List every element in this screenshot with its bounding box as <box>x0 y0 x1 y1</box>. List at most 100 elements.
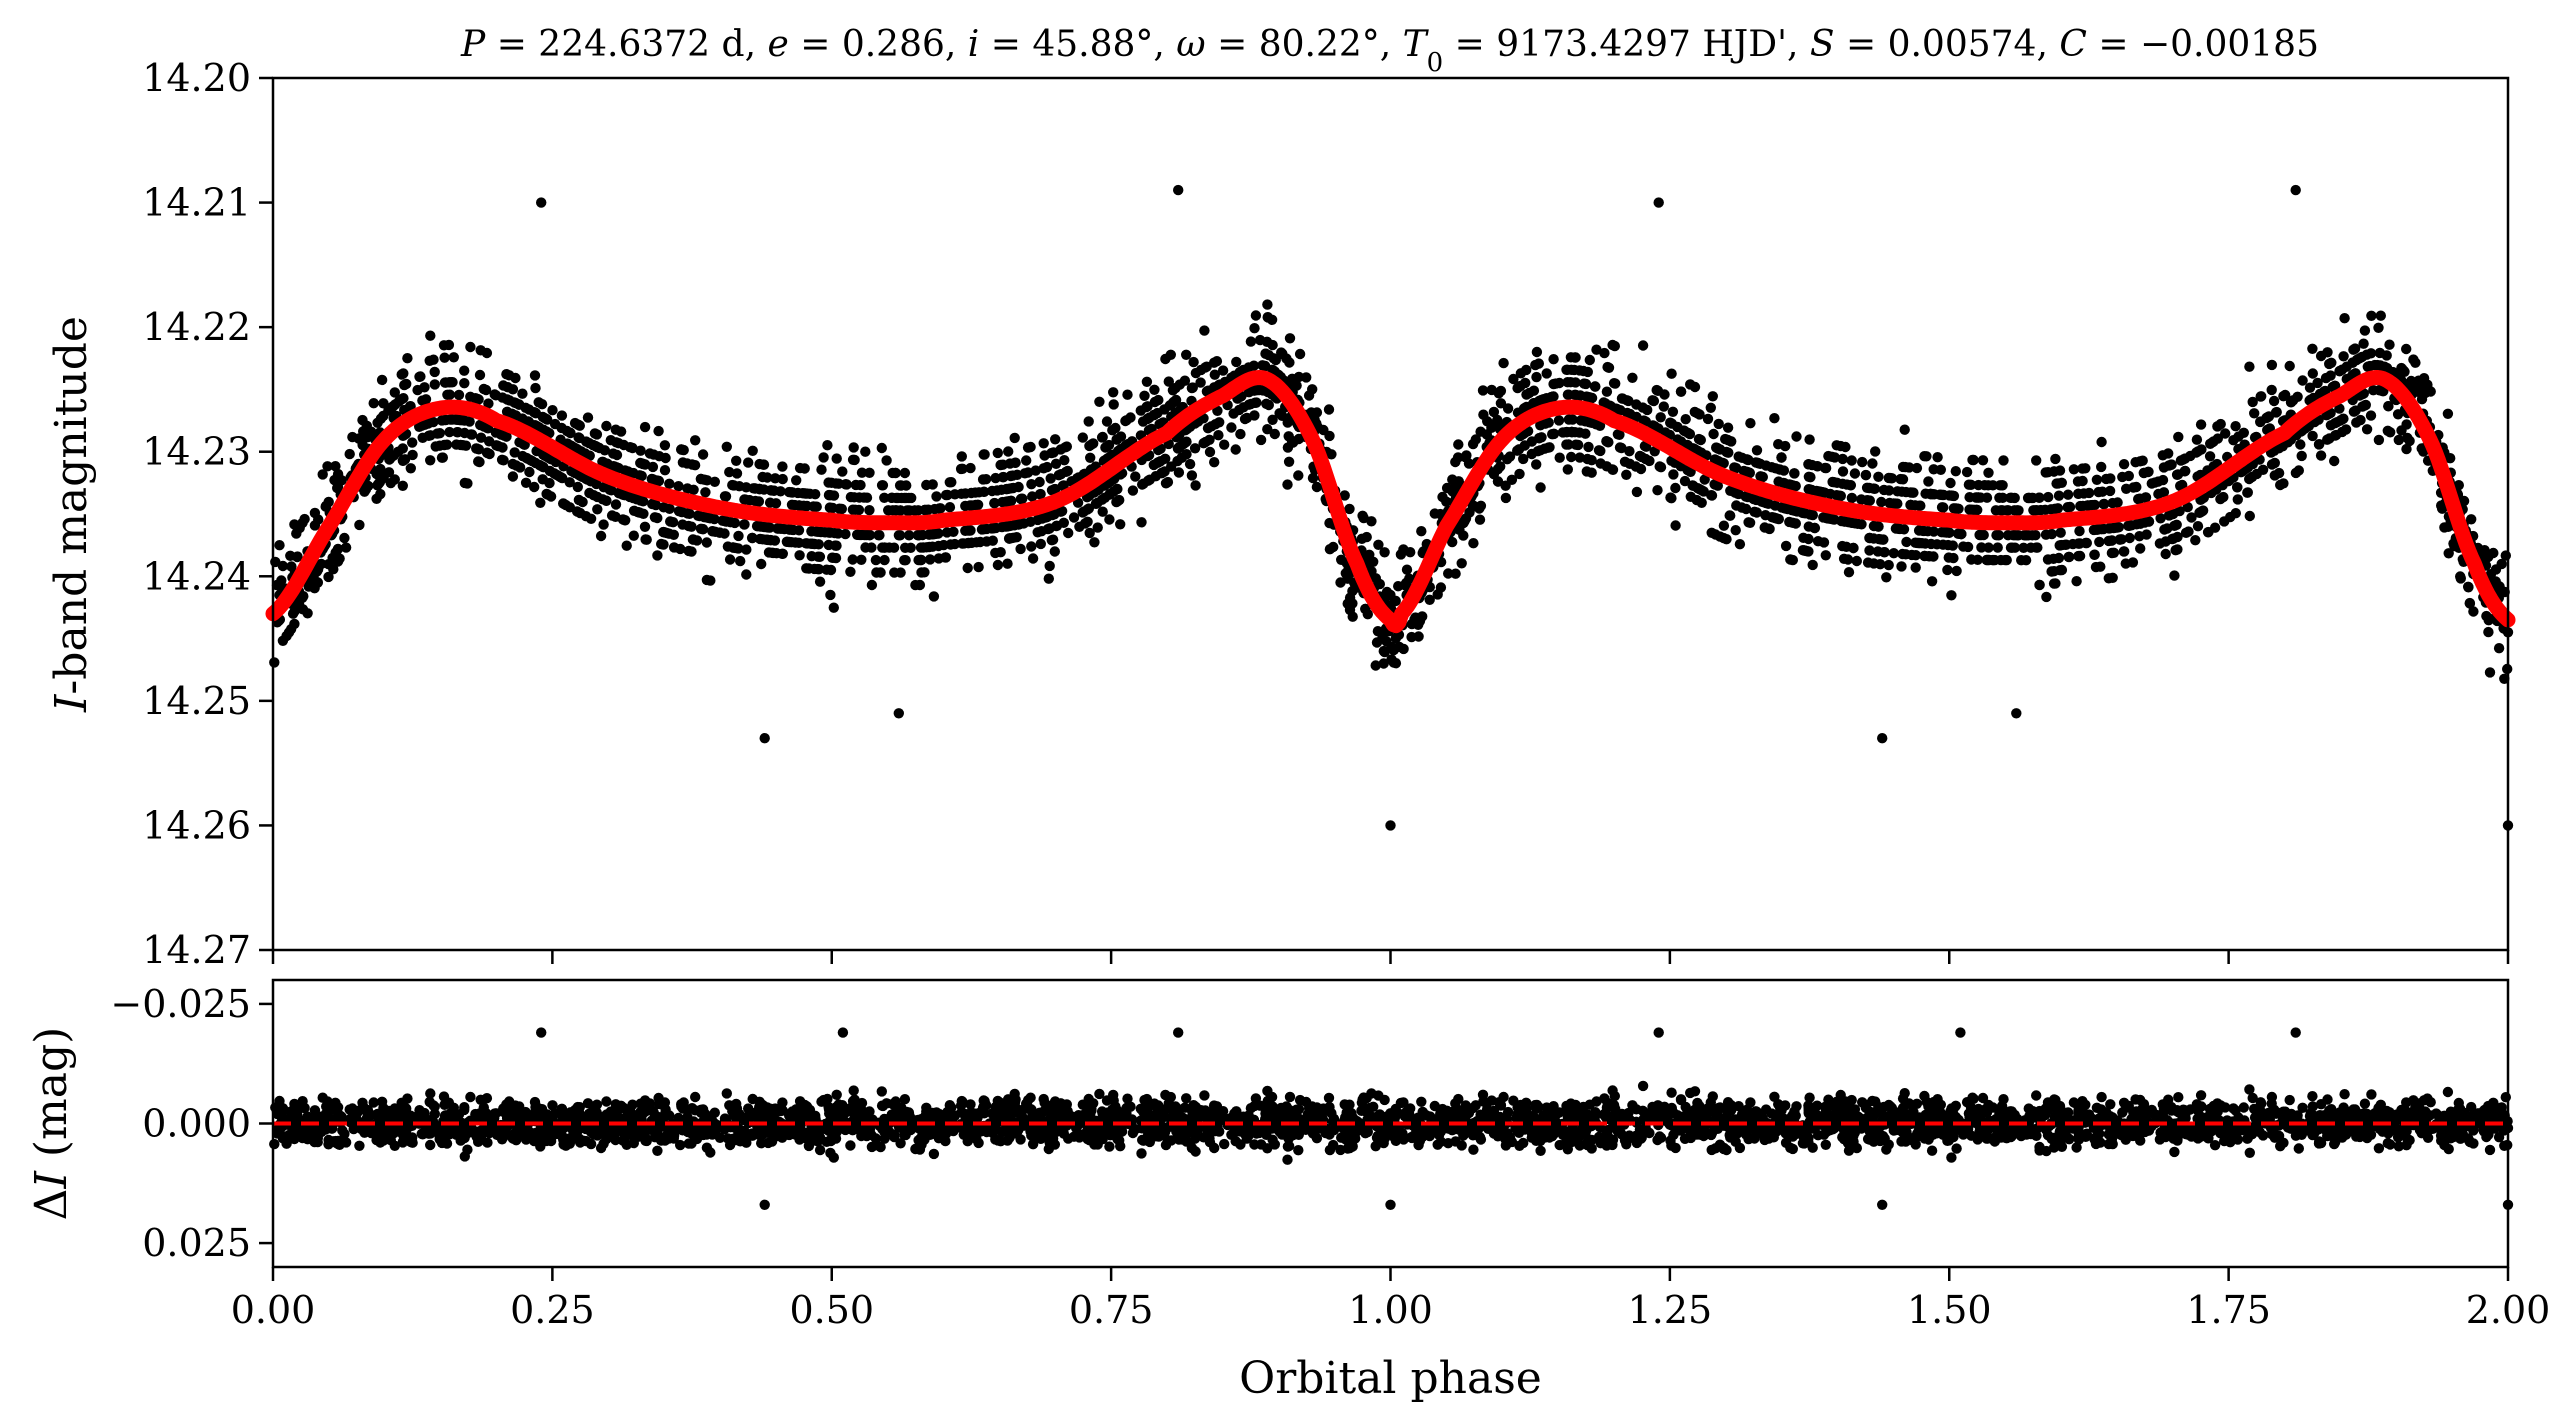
observation-point <box>848 442 859 453</box>
observation-point <box>1951 565 1962 577</box>
observation-point <box>850 479 862 491</box>
observation-point <box>1603 362 1615 373</box>
observation-point <box>375 413 387 424</box>
observation-point <box>1493 388 1505 399</box>
observation-point <box>465 429 477 440</box>
observation-point <box>584 487 595 499</box>
observation-point <box>1307 472 1319 484</box>
observation-point <box>1831 440 1842 451</box>
observation-point <box>1780 540 1792 552</box>
observation-point <box>763 534 774 546</box>
observation-point <box>2169 570 2180 581</box>
observation-point <box>1666 368 1677 379</box>
y-tick-label: 14.27 <box>142 928 251 972</box>
observation-point <box>1045 473 1056 484</box>
observation-point <box>2334 365 2345 377</box>
observation-point <box>2355 414 2366 426</box>
observation-point <box>1015 493 1027 505</box>
observation-point <box>459 477 470 489</box>
observation-point <box>879 542 890 553</box>
observation-point <box>1908 487 1919 498</box>
observation-point <box>1659 389 1670 400</box>
observation-point <box>1914 500 1925 511</box>
observation-point <box>750 495 761 507</box>
observation-point <box>1992 542 2003 553</box>
observation-point <box>1961 466 1973 478</box>
observation-point <box>2365 348 2377 359</box>
observation-point <box>1267 414 1278 425</box>
observation-point <box>2074 525 2085 537</box>
observation-point <box>777 473 788 485</box>
observation-point <box>2373 322 2384 333</box>
observation-point <box>1787 554 1799 566</box>
observation-point <box>1586 455 1597 466</box>
observation-point <box>357 414 368 426</box>
observation-point <box>2141 529 2152 540</box>
observation-point <box>1135 405 1147 416</box>
observation-point <box>1112 496 1123 507</box>
observation-point <box>1561 364 1572 375</box>
observation-point <box>1899 424 1910 435</box>
observation-point <box>524 466 535 478</box>
observation-point <box>728 480 740 491</box>
observation-point <box>510 372 521 384</box>
observation-point <box>2089 549 2100 560</box>
residual-point <box>1468 1144 1479 1155</box>
observation-point <box>639 521 651 532</box>
observation-point <box>1468 538 1479 549</box>
observation-point <box>1020 455 1032 466</box>
observation-point <box>1680 414 1691 425</box>
observation-point <box>770 473 781 484</box>
observation-point <box>362 432 373 443</box>
observation-point <box>1696 497 1707 508</box>
observation-point <box>1900 549 1912 560</box>
observation-point <box>1311 407 1323 418</box>
residual-point <box>2244 1084 2255 1095</box>
observation-point <box>601 495 612 506</box>
observation-point <box>2173 431 2184 443</box>
observation-point <box>1249 410 1260 421</box>
observation-point <box>2442 408 2454 419</box>
observation-point <box>2357 401 2368 412</box>
observation-point <box>573 432 584 443</box>
observation-point <box>1032 527 1043 538</box>
observation-point <box>1582 366 1594 378</box>
observation-point <box>1160 478 1172 489</box>
observation-point <box>1041 461 1053 473</box>
observation-point <box>1864 545 1875 556</box>
observation-point <box>1531 346 1543 358</box>
observation-point <box>1771 513 1782 524</box>
observation-point <box>1413 631 1424 642</box>
observation-point <box>1544 442 1555 453</box>
residual-point <box>876 1086 887 1097</box>
observation-point <box>1804 434 1815 445</box>
observation-point <box>1007 470 1018 481</box>
observation-point <box>2096 436 2107 448</box>
observation-point <box>2382 425 2393 436</box>
observation-point <box>1261 398 1272 409</box>
observation-point <box>1910 562 1921 573</box>
observation-point <box>828 602 839 613</box>
observation-point <box>1584 354 1596 366</box>
residual-point <box>848 1085 859 1096</box>
observation-point <box>509 447 520 458</box>
observation-point <box>276 575 287 586</box>
observation-point <box>1945 477 1956 489</box>
observation-point <box>2220 428 2231 439</box>
observation-point <box>1108 387 1119 398</box>
observation-point <box>1619 456 1631 467</box>
observation-point <box>1531 459 1542 470</box>
observation-point <box>966 537 977 548</box>
observation-point <box>429 379 440 390</box>
observation-point <box>628 530 639 541</box>
observation-point <box>1548 428 1559 440</box>
observation-point <box>870 554 882 566</box>
observation-point <box>2466 514 2477 525</box>
observation-point <box>690 435 701 446</box>
observation-point <box>1015 543 1026 555</box>
observation-point <box>893 708 904 719</box>
observation-point <box>291 528 302 539</box>
observation-point <box>998 471 1009 483</box>
observation-point <box>1195 377 1206 388</box>
